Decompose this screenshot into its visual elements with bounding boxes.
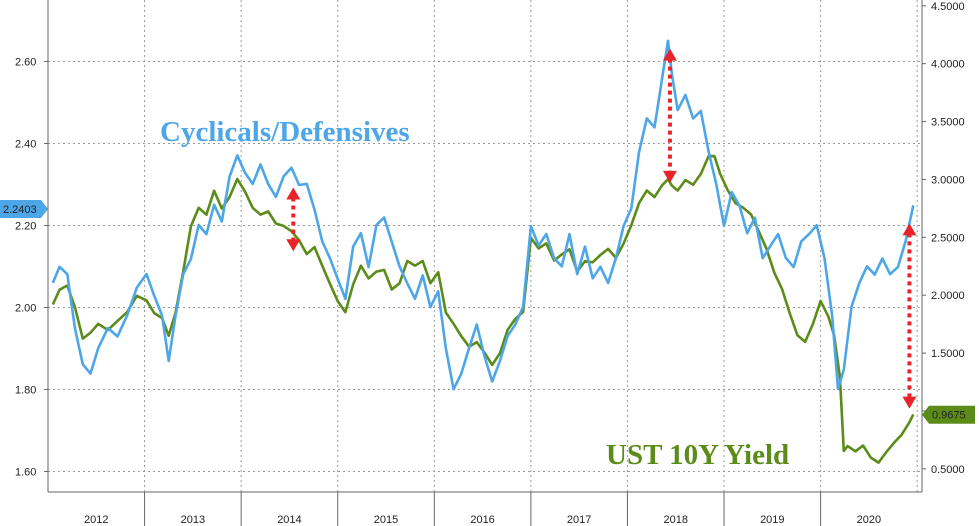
- right-tick-label: 2.0000: [931, 290, 965, 302]
- right-tick-label: 3.5000: [931, 117, 965, 129]
- left-tick-label: 1.60: [15, 467, 36, 479]
- left-tick-label: 1.80: [15, 385, 36, 397]
- right-tick-label: 4.5000: [931, 1, 965, 13]
- arrow-layer: [286, 48, 917, 409]
- x-tick-label: 2014: [277, 514, 301, 526]
- red-arrow-head-up: [286, 187, 301, 200]
- x-tick-label: 2016: [470, 514, 494, 526]
- left-tick-label: 2.60: [15, 57, 36, 69]
- axes: [47, 0, 923, 493]
- x-tick-label: 2019: [760, 514, 784, 526]
- x-axis-ticks: 2012 2013 2014 2015 2016 2017 2018 2019 2020: [84, 492, 881, 526]
- x-tick-label: 2017: [567, 514, 591, 526]
- right-tick-label: 4.0000: [931, 59, 965, 71]
- left-last-value-badge-bg: [0, 199, 48, 218]
- grid: [48, 0, 922, 492]
- left-tick-label: 2.00: [15, 303, 36, 315]
- annotation-ust-10y-yield: UST 10Y Yield: [606, 439, 789, 471]
- right-last-value-badge: 0.9675: [922, 405, 975, 424]
- red-arrow-head-up: [902, 223, 917, 236]
- right-tick-label: 1.5000: [931, 348, 965, 360]
- left-axis-ticks: 1.60 1.80 2.00 2.20 2.40 2.60: [15, 57, 48, 479]
- left-last-value-badge: 2.2403: [0, 199, 48, 218]
- series-layer: [51, 39, 915, 464]
- series-line-cyclicals-defensives: [51, 39, 915, 391]
- right-tick-label: 3.0000: [931, 174, 965, 186]
- x-tick-label: 2013: [181, 514, 205, 526]
- annotation-cyclicals-defensives: Cyclicals/Defensives: [160, 116, 410, 148]
- left-tick-label: 2.20: [15, 221, 36, 233]
- red-arrow-head-down: [662, 170, 677, 183]
- right-tick-label: 0.5000: [931, 464, 965, 476]
- x-tick-label: 2012: [84, 514, 108, 526]
- x-tick-label: 2015: [374, 514, 398, 526]
- left-tick-label: 2.40: [15, 139, 36, 151]
- right-last-value-badge-bg: [922, 405, 975, 424]
- left-last-value-label: 2.2403: [3, 204, 37, 216]
- red-arrow-head-up: [662, 48, 677, 61]
- right-last-value-label: 0.9675: [932, 410, 966, 422]
- x-tick-label: 2018: [663, 514, 687, 526]
- right-tick-label: 2.5000: [931, 232, 965, 244]
- red-arrow-head-down: [902, 396, 917, 409]
- x-tick-label: 2020: [857, 514, 881, 526]
- series-line-ust-10y-yield: [51, 154, 915, 464]
- red-arrow-head-down: [286, 239, 301, 252]
